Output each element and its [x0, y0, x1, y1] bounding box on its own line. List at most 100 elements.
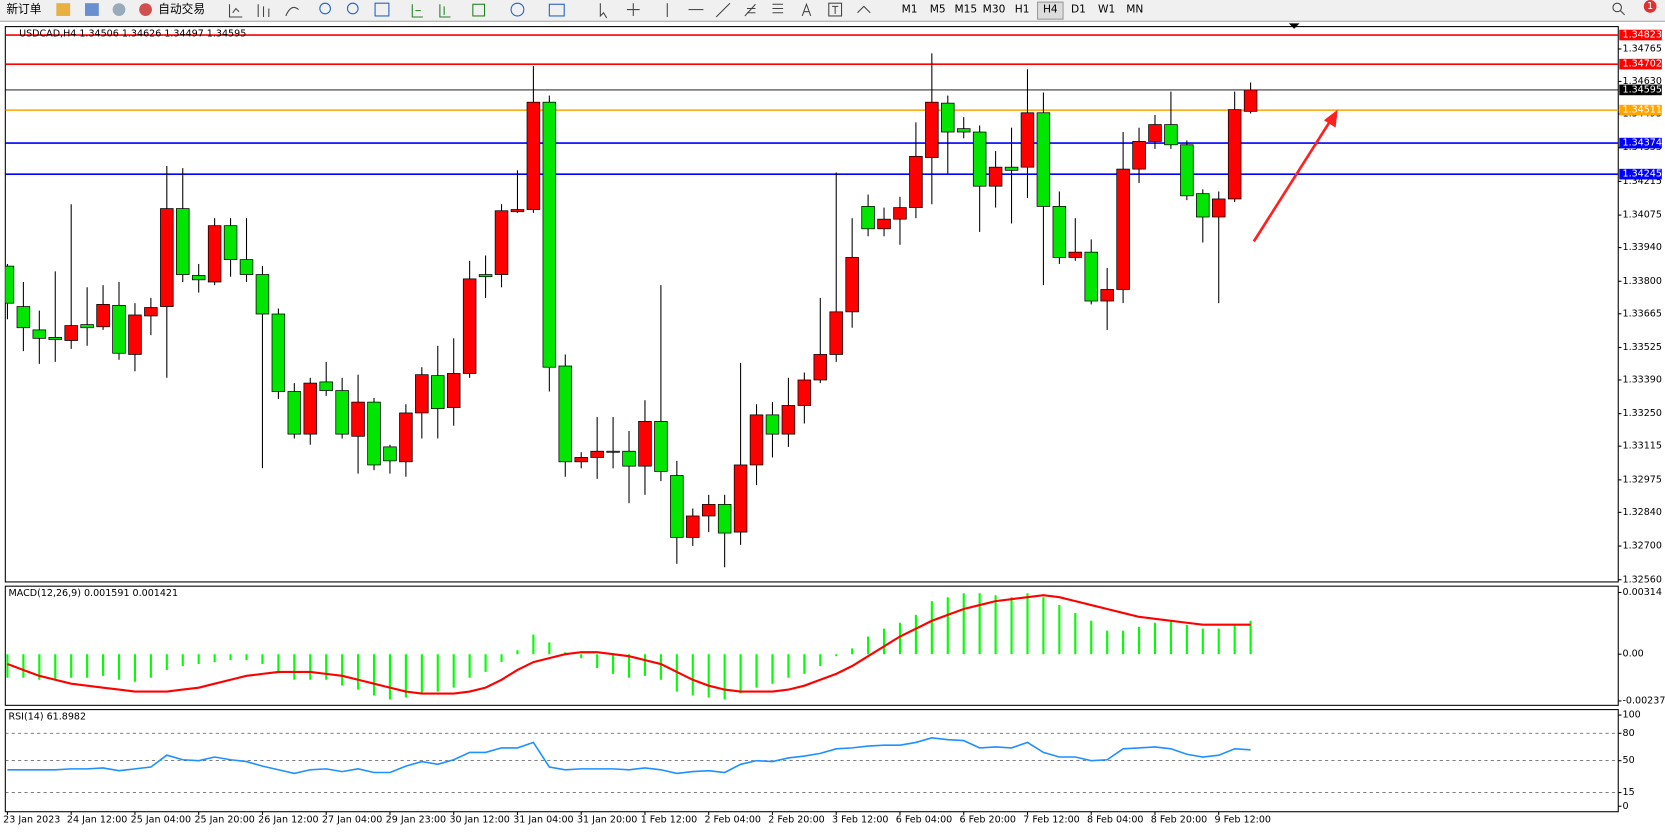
- icon[interactable]: [319, 2, 331, 15]
- candle-body: [829, 311, 843, 355]
- level-label: 1.34595: [1622, 84, 1661, 95]
- x-tick-label: 24 Jan 12:00: [67, 815, 127, 826]
- candle-body: [415, 374, 429, 414]
- arrow-line: [1252, 118, 1333, 243]
- toolbar-icons: [228, 2, 1625, 19]
- candle-body: [144, 307, 158, 317]
- candle-body: [351, 401, 365, 437]
- icon[interactable]: [257, 4, 270, 18]
- candle-body: [319, 381, 333, 391]
- search-icon[interactable]: [1612, 2, 1622, 13]
- icon[interactable]: [744, 3, 756, 17]
- candle-body: [1180, 144, 1194, 197]
- icon[interactable]: [857, 5, 871, 14]
- x-tick-label: 26 Jan 12:00: [258, 815, 318, 826]
- icon[interactable]: [548, 3, 565, 17]
- candle-body: [893, 207, 907, 220]
- y-tick-label: 80: [1622, 728, 1634, 739]
- candle-body: [367, 401, 381, 466]
- badge: [1643, 0, 1657, 13]
- x-tick-label: 30 Jan 12:00: [449, 815, 509, 826]
- timeframes: M1 M5 M15 M30 H1 H4 D1 W1 MN: [902, 1, 1143, 20]
- y-tick-label: 1.32560: [1622, 574, 1661, 585]
- timeframe[interactable]: M30: [983, 3, 1006, 16]
- candle-body: [558, 365, 573, 463]
- timeframe[interactable]: H4: [1043, 3, 1058, 16]
- icon[interactable]: [715, 2, 731, 18]
- candle-body: [972, 131, 987, 187]
- candle-body: [5, 265, 15, 304]
- y-tick-label: 15: [1622, 787, 1634, 798]
- icon[interactable]: [285, 6, 299, 17]
- timeframe[interactable]: D1: [1071, 3, 1086, 16]
- level-label-bg: [1619, 137, 1662, 149]
- icon[interactable]: [626, 3, 640, 16]
- icon[interactable]: [346, 2, 359, 15]
- candle-body: [431, 375, 445, 409]
- timeframe[interactable]: W1: [1098, 3, 1115, 16]
- timeframe[interactable]: M5: [930, 3, 946, 16]
- icon[interactable]: [772, 3, 784, 14]
- icon[interactable]: [472, 3, 486, 17]
- candle-body: [478, 274, 493, 278]
- icon[interactable]: [801, 2, 812, 17]
- icon[interactable]: [228, 4, 243, 18]
- candle-body: [909, 155, 923, 208]
- candle-body: [1036, 112, 1051, 207]
- x-tick-label: 23 Jan 2023: [3, 815, 60, 826]
- signal-line: [7, 594, 1251, 695]
- icon[interactable]: [56, 3, 71, 16]
- icon[interactable]: [831, 5, 839, 14]
- candle-body: [590, 450, 604, 458]
- x-tick-label: 8 Feb 04:00: [1087, 815, 1144, 826]
- x-tick-label: 31 Jan 04:00: [513, 815, 573, 826]
- candle-body: [1132, 141, 1146, 170]
- charts: 1.347651.346301.344951.343551.342151.340…: [3, 26, 1665, 826]
- candle-body: [446, 373, 461, 409]
- candle-body: [399, 412, 413, 463]
- timeframe[interactable]: H1: [1015, 3, 1030, 16]
- y-tick-label: 1.32700: [1622, 541, 1661, 552]
- icon[interactable]: [599, 3, 608, 19]
- icon[interactable]: [85, 3, 99, 16]
- candle-body: [160, 208, 174, 307]
- y-tick-label: 0: [1622, 801, 1628, 812]
- candle-body: [1100, 289, 1114, 302]
- candle-body: [1211, 198, 1226, 218]
- panel-title: RSI(14) 61.8982: [9, 712, 87, 723]
- icon[interactable]: [439, 4, 451, 18]
- icon[interactable]: [510, 2, 525, 17]
- candle-body: [542, 101, 557, 368]
- candle-body: [526, 101, 541, 210]
- candle-body: [271, 313, 286, 392]
- icon[interactable]: [828, 2, 843, 17]
- panel-title: USDCAD,H4 1.34506 1.34626 1.34497 1.3459…: [19, 29, 246, 40]
- new-order[interactable]: 新订单: [6, 2, 41, 16]
- y-tick-label: 1.33940: [1622, 242, 1661, 253]
- level-label: 1.34374: [1622, 138, 1661, 149]
- candle-body: [462, 278, 477, 374]
- icon[interactable]: [112, 3, 126, 16]
- candle-body: [1164, 124, 1178, 146]
- level-label-bg: [1619, 168, 1662, 180]
- candle-body: [717, 504, 732, 534]
- timeframe[interactable]: MN: [1126, 3, 1143, 16]
- icon[interactable]: [411, 4, 423, 18]
- auto-trading[interactable]: 自动交易: [158, 2, 205, 16]
- level-label: 1.34702: [1622, 59, 1661, 70]
- y-tick-label: 1.33525: [1622, 342, 1661, 353]
- panel-frame: [4, 585, 1619, 706]
- candle-body: [1116, 168, 1130, 290]
- x-tick-label: 27 Jan 04:00: [322, 815, 382, 826]
- icon[interactable]: [374, 2, 390, 17]
- auto-trading-icon[interactable]: [139, 3, 152, 16]
- x-tick-label: 25 Jan 20:00: [194, 815, 254, 826]
- candle-body: [988, 166, 1003, 187]
- timeframe[interactable]: M1: [902, 3, 918, 16]
- level-label-bg: [1619, 84, 1662, 96]
- search-icon[interactable]: [1619, 10, 1625, 16]
- candle-body: [16, 306, 31, 329]
- timeframe[interactable]: M15: [955, 3, 978, 16]
- x-tick-label: 9 Feb 12:00: [1214, 815, 1271, 826]
